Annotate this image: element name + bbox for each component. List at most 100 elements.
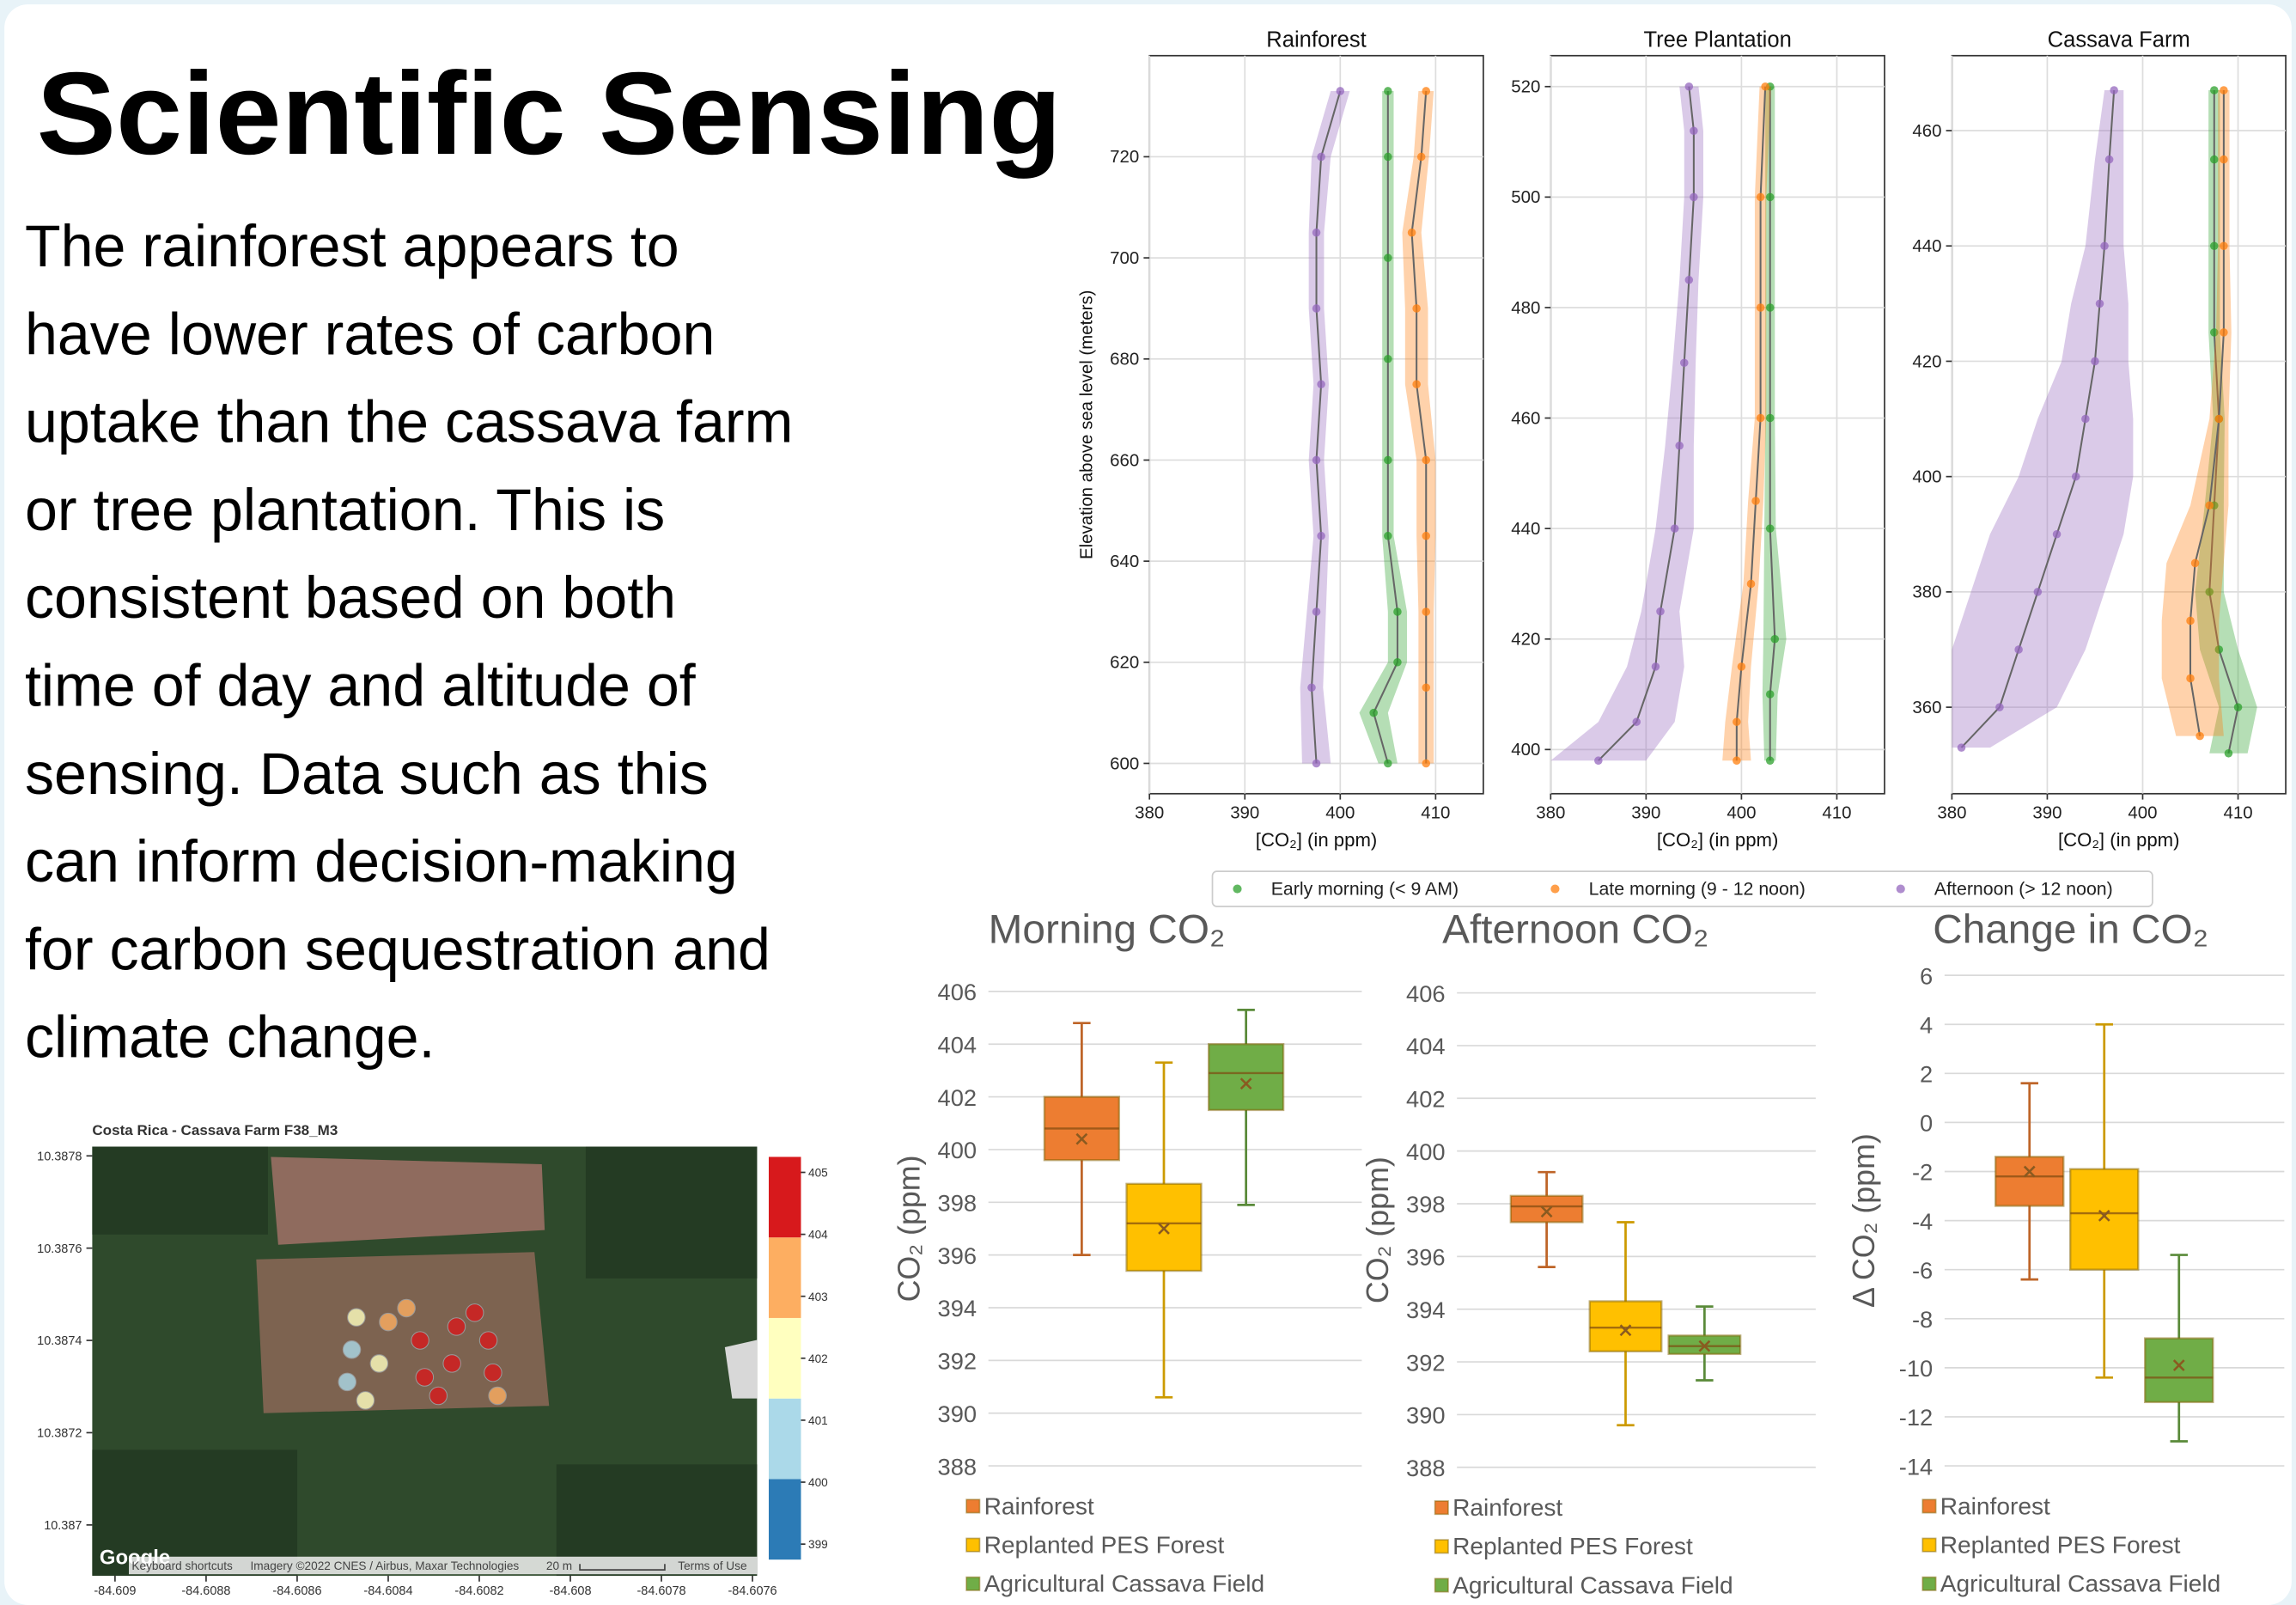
- colorbar-segment: [769, 1156, 801, 1237]
- data-point: [2053, 530, 2062, 539]
- x-tick-label: 390: [1631, 803, 1660, 823]
- profile-chart: 380390400410360380400420440460Cassava Fa…: [1912, 28, 2286, 851]
- box: [1590, 1302, 1662, 1352]
- data-point: [484, 1364, 502, 1381]
- legend-marker: [1233, 884, 1241, 893]
- x-tick-label: -84.608: [549, 1584, 591, 1598]
- data-point: [1312, 229, 1321, 237]
- data-point: [429, 1387, 447, 1404]
- colorbar-tick-label: 400: [808, 1476, 828, 1489]
- data-point: [1757, 193, 1765, 202]
- data-point: [1312, 456, 1321, 465]
- data-point: [1384, 87, 1392, 95]
- y-tick-label: 402: [1406, 1086, 1446, 1113]
- data-point: [1422, 87, 1430, 95]
- x-tick-label: 390: [2032, 803, 2062, 823]
- field-patch: [271, 1156, 545, 1244]
- y-tick-label: 404: [938, 1031, 977, 1058]
- data-point: [1690, 126, 1698, 135]
- y-tick-label: 680: [1110, 350, 1139, 369]
- data-point: [370, 1355, 387, 1372]
- data-point: [338, 1373, 356, 1390]
- data-point: [1412, 304, 1421, 313]
- x-axis-label: [CO₂] (in ppm): [1256, 829, 1377, 851]
- body-line: uptake than the cassava farm: [25, 390, 793, 455]
- colorbar-segment: [769, 1399, 801, 1480]
- chart-title: Tree Plantation: [1643, 28, 1791, 52]
- attribution-text: Terms of Use: [678, 1559, 746, 1572]
- data-point: [1766, 690, 1775, 699]
- chart-title: Morning CO₂: [989, 907, 1226, 953]
- data-point: [1738, 662, 1746, 671]
- x-tick-label: 390: [1230, 803, 1259, 823]
- data-point: [2105, 156, 2114, 164]
- data-point: [1317, 153, 1325, 162]
- data-point: [1766, 303, 1775, 312]
- chart-title: Change in CO₂: [1933, 907, 2208, 953]
- x-tick-label: -84.6086: [272, 1584, 321, 1598]
- y-tick-label: 480: [1511, 298, 1540, 318]
- legend-label: Afternoon (> 12 noon): [1934, 878, 2113, 899]
- box: [1995, 1156, 2063, 1205]
- data-point: [1384, 532, 1392, 540]
- y-tick-label: 400: [1406, 1138, 1446, 1165]
- data-point: [1733, 717, 1741, 726]
- data-point: [1369, 709, 1378, 717]
- attribution-text: Imagery ©2022 CNES / Airbus, Maxar Techn…: [251, 1559, 520, 1572]
- y-tick-label: 392: [1406, 1349, 1446, 1376]
- y-tick-label: 720: [1110, 147, 1139, 167]
- y-tick-label: 6: [1920, 962, 1933, 989]
- colorbar-tick-label: 403: [808, 1291, 828, 1303]
- y-tick-label: 390: [938, 1401, 977, 1427]
- data-point: [2186, 617, 2195, 626]
- data-point: [348, 1309, 365, 1326]
- data-point: [1422, 456, 1430, 465]
- data-point: [1761, 82, 1769, 91]
- data-point: [1690, 193, 1698, 202]
- data-point: [1766, 756, 1775, 765]
- data-point: [343, 1341, 360, 1358]
- slide-title: Scientific Sensing: [37, 48, 1062, 179]
- data-point: [1594, 756, 1603, 765]
- legend-label: Rainforest: [1453, 1494, 1562, 1521]
- x-tick-label: -84.6088: [181, 1584, 230, 1598]
- y-tick-label: 392: [938, 1348, 977, 1375]
- y-tick-label: 360: [1912, 698, 1941, 717]
- data-point: [2225, 749, 2233, 758]
- body-line: climate change.: [25, 1005, 435, 1071]
- page: Scientific Sensing The rainforest appear…: [0, 0, 2296, 1605]
- y-axis-label: Elevation above sea level (meters): [1077, 290, 1097, 559]
- y-tick-label: 660: [1110, 450, 1139, 470]
- data-point: [2210, 241, 2219, 250]
- y-tick-label: 380: [1912, 583, 1941, 602]
- chart-title: Costa Rica - Cassava Farm F38_M3: [92, 1122, 338, 1138]
- data-point: [1675, 442, 1684, 450]
- colorbar-tick-label: 402: [808, 1352, 828, 1365]
- x-tick-label: -84.6084: [363, 1584, 412, 1598]
- data-point: [1757, 414, 1765, 423]
- data-point: [2210, 86, 2219, 95]
- legend-label: Replanted PES Forest: [984, 1531, 1225, 1558]
- data-point: [1766, 193, 1775, 202]
- data-point: [2100, 241, 2109, 250]
- data-point: [1384, 253, 1392, 262]
- data-point: [1680, 358, 1689, 367]
- chart-title: Rainforest: [1266, 28, 1366, 52]
- data-point: [2210, 156, 2219, 164]
- data-point: [1408, 229, 1416, 237]
- legend-swatch: [966, 1538, 979, 1551]
- data-point: [1417, 153, 1426, 162]
- legend-swatch: [1435, 1501, 1448, 1514]
- data-point: [2234, 703, 2243, 711]
- y-tick-label: 400: [1912, 467, 1941, 486]
- data-point: [1770, 635, 1779, 644]
- data-point: [1656, 607, 1665, 616]
- box: [2145, 1339, 2213, 1402]
- data-point: [2081, 415, 2090, 424]
- data-point: [1747, 580, 1756, 589]
- legend-swatch: [1435, 1540, 1448, 1553]
- legend-label: Replanted PES Forest: [1453, 1533, 1693, 1559]
- legend-label: Replanted PES Forest: [1940, 1531, 2181, 1558]
- field-patch: [256, 1252, 549, 1413]
- y-tick-label: 620: [1110, 653, 1139, 673]
